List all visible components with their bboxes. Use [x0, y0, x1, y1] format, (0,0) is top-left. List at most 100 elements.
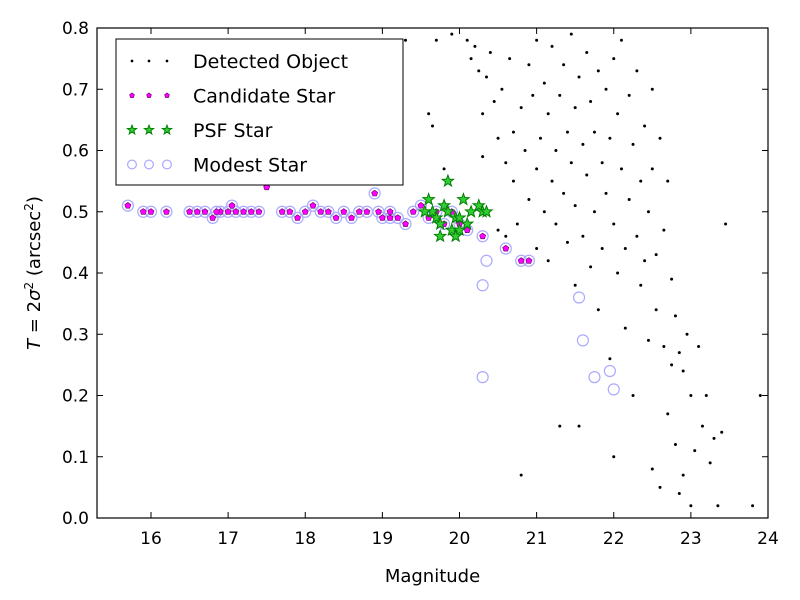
detected-object-point — [585, 51, 589, 54]
modest-star-point — [476, 279, 489, 292]
detected-object-point — [643, 124, 647, 128]
detected-object-point — [619, 38, 623, 42]
detected-object-point — [554, 149, 558, 152]
modest-star-point — [576, 334, 589, 347]
detected-object-point — [697, 345, 701, 348]
detected-object-point — [623, 247, 627, 250]
candidate-star-point — [278, 208, 286, 215]
detected-object-point — [481, 112, 485, 116]
psf-star-point — [429, 210, 444, 224]
detected-object-point — [608, 357, 612, 361]
detected-object-point — [646, 338, 650, 342]
detected-object-point — [589, 265, 593, 269]
legend-entry: Candidate Star — [129, 86, 335, 108]
candidate-star-point — [213, 208, 220, 215]
y-tick-label: 0.1 — [62, 448, 89, 468]
detected-object-point — [600, 161, 604, 165]
detected-object-point — [431, 124, 434, 128]
detected-object-point — [627, 198, 631, 201]
detected-object-point — [515, 222, 519, 226]
x-tick-label: 21 — [526, 529, 548, 549]
x-tick-label: 17 — [217, 529, 239, 549]
modest-star-point — [476, 230, 489, 243]
detected-object-point — [496, 228, 500, 232]
detected-object-point — [596, 69, 600, 73]
y-tick-label: 0.4 — [62, 264, 89, 284]
legend-marker — [160, 123, 174, 136]
detected-object-point — [488, 51, 492, 54]
modest-star-point — [345, 211, 358, 224]
detected-object-point — [693, 449, 697, 453]
psf-star-point — [452, 210, 467, 224]
detected-object-point — [635, 69, 639, 73]
detected-object-point — [577, 424, 581, 428]
detected-object-point — [542, 81, 546, 85]
legend-marker — [126, 159, 137, 170]
plot-marks — [121, 32, 762, 508]
candidate-star-point — [355, 208, 363, 215]
detected-object-point — [643, 259, 647, 263]
modest-star-point — [480, 254, 493, 267]
modest-star-point — [337, 205, 350, 218]
legend-entry: PSF Star — [125, 120, 273, 142]
detected-object-point — [662, 228, 666, 232]
candidate-star-point — [409, 208, 417, 215]
detected-object-point — [604, 191, 608, 195]
x-axis: 16 17 18 19 20 21 22 23 24 — [140, 28, 779, 549]
candidate-star-point — [348, 214, 355, 221]
modest-star-point — [291, 211, 304, 224]
y-label-part: (arcsec — [24, 211, 45, 282]
detected-object-point — [650, 87, 654, 91]
candidate-star-point — [375, 208, 382, 215]
y-tick-label: 0.7 — [62, 80, 89, 100]
modest-star-point — [160, 205, 173, 218]
candidate-star-point — [363, 208, 371, 215]
y-label-part: 2 — [22, 282, 36, 290]
detected-object-point — [751, 504, 755, 508]
detected-object-point — [658, 136, 662, 140]
candidate-star-point — [209, 214, 217, 221]
detected-object-point — [689, 504, 693, 508]
detected-object-point — [484, 75, 488, 79]
detected-object-point — [639, 179, 643, 183]
candidate-star-point — [394, 214, 402, 221]
y-axis: 0.0 0.1 0.2 0.3 0.4 0.5 0.6 0.7 0.8 — [62, 19, 768, 529]
detected-object-point — [581, 142, 585, 146]
y-tick-label: 0.8 — [62, 19, 89, 39]
detected-object-point — [666, 179, 670, 183]
candidate-star-point — [186, 208, 193, 215]
candidate-star-point — [332, 214, 340, 221]
candidate-star-point — [502, 244, 510, 252]
x-tick-label: 16 — [140, 529, 162, 549]
modest-star-point — [588, 371, 601, 384]
legend-marker — [142, 123, 156, 136]
psf-star-point — [433, 216, 448, 231]
candidate-star-point — [201, 208, 209, 215]
x-axis-label: Magnitude — [385, 566, 480, 587]
detected-object-point — [631, 394, 635, 397]
detected-object-point — [639, 283, 643, 287]
detected-object-point — [623, 326, 627, 330]
detected-object-point — [542, 210, 546, 214]
modest-star-point — [407, 205, 420, 218]
x-tick-label: 23 — [680, 529, 702, 549]
candidate-star-point — [378, 214, 386, 221]
detected-object-point — [565, 240, 569, 244]
psf-star-point — [440, 173, 455, 188]
legend-marker — [164, 92, 170, 98]
candidate-star-point — [193, 208, 201, 215]
psf-star-point — [448, 228, 463, 243]
detected-object-point — [550, 179, 554, 183]
candidate-star-point — [232, 208, 240, 215]
x-tick-label: 19 — [372, 529, 394, 549]
candidate-star-point — [317, 208, 325, 215]
detected-object-point — [654, 308, 658, 312]
detected-object-point — [481, 155, 485, 159]
modest-star-point — [476, 371, 489, 384]
legend-marker — [125, 123, 139, 136]
modest-star-point — [121, 199, 134, 212]
detected-object-point — [473, 44, 477, 48]
detected-object-point — [585, 173, 589, 177]
detected-object-point — [689, 394, 693, 397]
